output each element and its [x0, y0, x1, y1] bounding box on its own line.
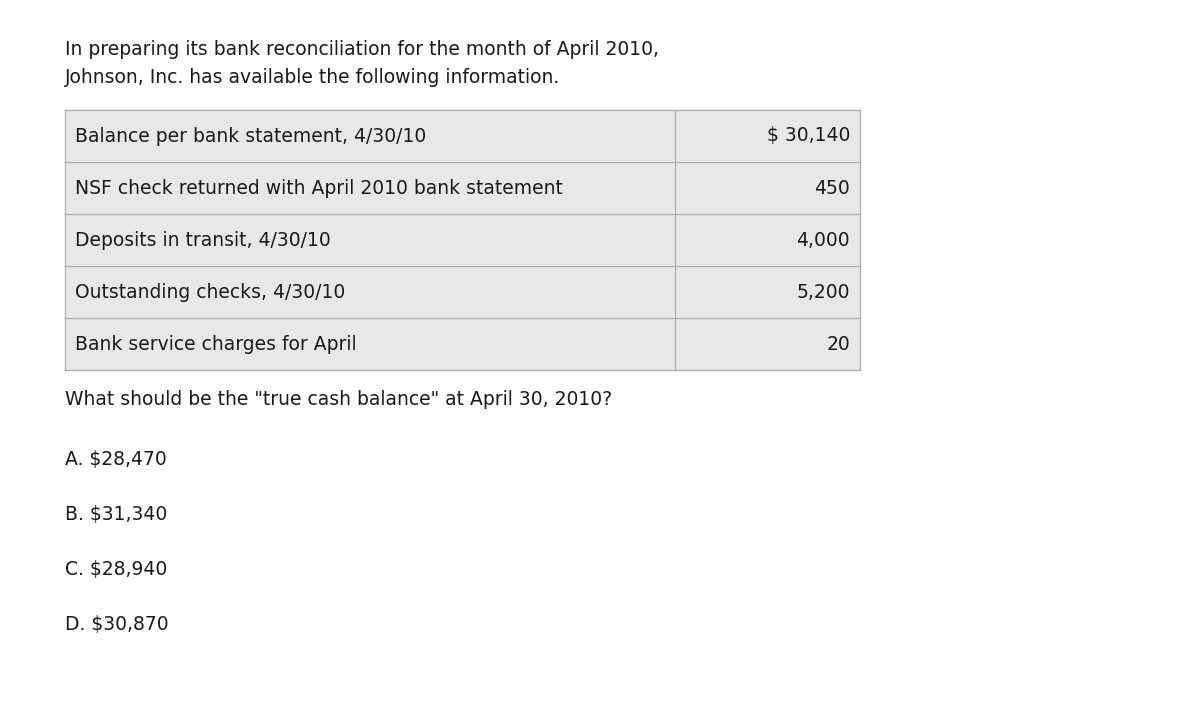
Text: D. $30,870: D. $30,870: [65, 615, 169, 634]
Bar: [674, 110, 860, 162]
Text: Bank service charges for April: Bank service charges for April: [74, 334, 356, 354]
Text: Balance per bank statement, 4/30/10: Balance per bank statement, 4/30/10: [74, 127, 426, 146]
Bar: [65, 266, 674, 318]
Text: B. $31,340: B. $31,340: [65, 505, 167, 524]
Text: What should be the "true cash balance" at April 30, 2010?: What should be the "true cash balance" a…: [65, 390, 612, 409]
Bar: [674, 214, 860, 266]
Bar: [674, 162, 860, 214]
Text: In preparing its bank reconciliation for the month of April 2010,: In preparing its bank reconciliation for…: [65, 40, 659, 59]
Text: 20: 20: [827, 334, 850, 354]
Bar: [65, 318, 674, 370]
Bar: [65, 110, 674, 162]
Bar: [65, 214, 674, 266]
Text: C. $28,940: C. $28,940: [65, 560, 167, 579]
Bar: [65, 162, 674, 214]
Text: 4,000: 4,000: [797, 230, 850, 250]
Text: Deposits in transit, 4/30/10: Deposits in transit, 4/30/10: [74, 230, 331, 250]
Text: 450: 450: [815, 178, 850, 197]
Text: $ 30,140: $ 30,140: [767, 127, 850, 146]
Text: A. $28,470: A. $28,470: [65, 450, 167, 469]
Bar: [674, 318, 860, 370]
Text: 5,200: 5,200: [797, 283, 850, 301]
Bar: [674, 266, 860, 318]
Text: Johnson, Inc. has available the following information.: Johnson, Inc. has available the followin…: [65, 68, 560, 87]
Text: Outstanding checks, 4/30/10: Outstanding checks, 4/30/10: [74, 283, 346, 301]
Text: NSF check returned with April 2010 bank statement: NSF check returned with April 2010 bank …: [74, 178, 563, 197]
